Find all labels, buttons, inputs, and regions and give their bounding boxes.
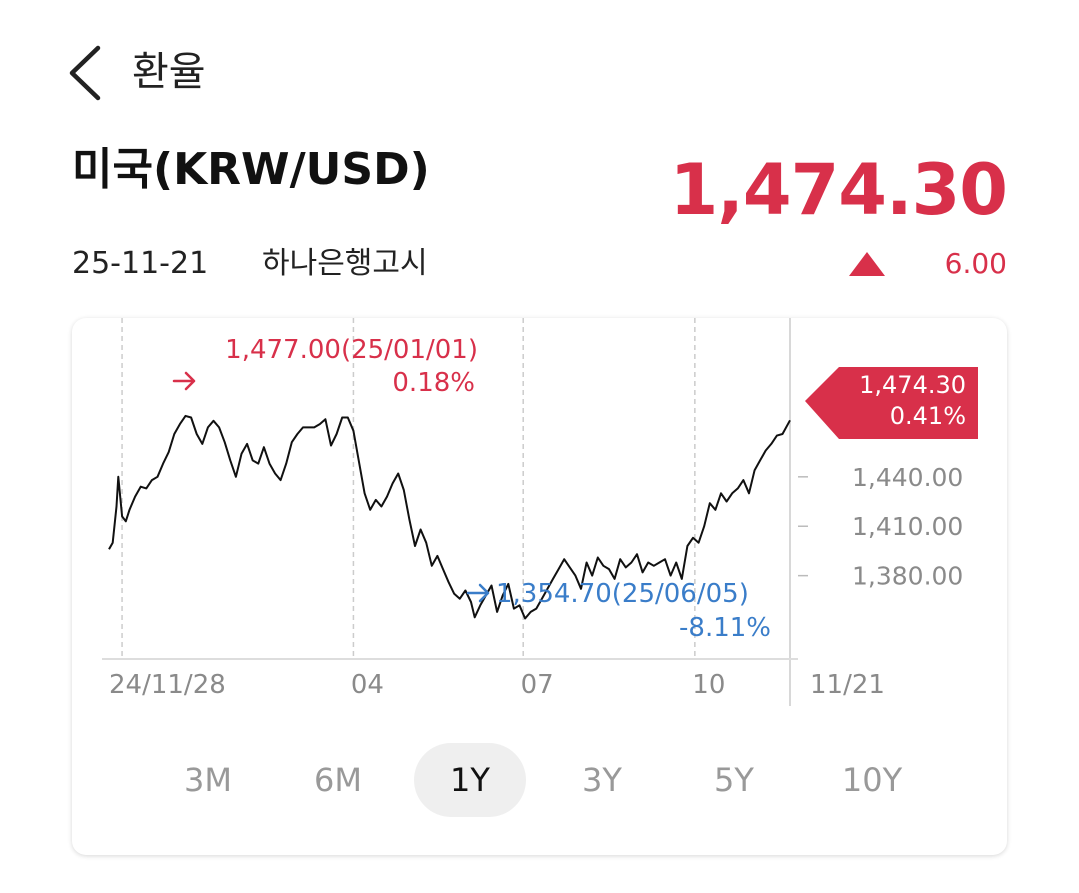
current-price-flag [805, 367, 978, 439]
x-tick-label: 11/21 [810, 670, 885, 700]
triangle-up-icon [849, 252, 885, 276]
rate-series-line [108, 414, 791, 620]
price-change: 6.00 [944, 247, 1007, 280]
quote-source: 하나은행고시 [262, 246, 428, 281]
y-tick-label: 1,380.00 [852, 562, 963, 591]
tab-6m[interactable]: 6M [314, 761, 362, 799]
tab-10y[interactable]: 10Y [841, 761, 903, 799]
current-pct-label: 0.41% [890, 402, 966, 430]
low-arrow-icon [466, 583, 490, 603]
tab-5y[interactable]: 5Y [714, 761, 754, 799]
current-value-label: 1,474.30 [859, 371, 966, 399]
current-price: 1,474.30 [669, 149, 1008, 231]
low-pct-label: -8.11% [679, 613, 771, 643]
x-tick-label: 04 [351, 670, 384, 700]
high-pct-label: 0.18% [392, 368, 475, 398]
y-tick-label: 1,410.00 [852, 512, 963, 541]
tab-3y[interactable]: 3Y [582, 761, 622, 799]
x-tick-label: 07 [521, 670, 554, 700]
high-arrow-icon [172, 371, 196, 391]
high-value-label: 1,477.00(25/01/01) [225, 335, 478, 365]
quote-date: 25-11-21 [72, 246, 209, 281]
tab-1y[interactable]: 1Y [414, 743, 526, 817]
y-tick-label: 1,440.00 [852, 463, 963, 492]
low-value-label: 1,354.70(25/06/05) [496, 579, 749, 609]
page-title: 환율 [132, 49, 206, 95]
tab-3m[interactable]: 3M [184, 761, 232, 799]
chart-card: 24/11/28 04 07 10 11/21 1,440.00 1,410.00 1,380… [72, 318, 1007, 855]
x-tick-label: 24/11/28 [109, 670, 226, 700]
currency-name: 미국(KRW/USD) [72, 144, 430, 195]
exchange-rate-chart: 24/11/28 04 07 10 11/21 1,440.00 1,410.00 1,380… [102, 318, 978, 706]
back-arrow-icon[interactable] [62, 44, 110, 102]
x-tick-label: 10 [692, 670, 725, 700]
